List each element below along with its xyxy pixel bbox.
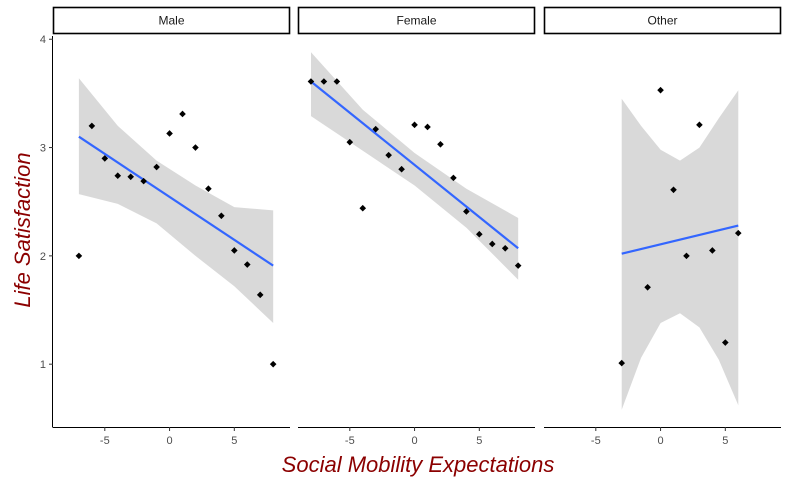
fit-line <box>621 224 739 255</box>
x-tick-label: 5 <box>722 435 728 447</box>
strip-label: Male <box>158 14 184 28</box>
x-tick-label: -5 <box>591 435 601 447</box>
data-point <box>179 110 186 118</box>
data-point <box>231 247 238 254</box>
data-point <box>476 230 483 238</box>
facet-panel-other: Other -5 0 5 <box>543 6 782 447</box>
data-point <box>398 165 405 173</box>
data-point <box>437 141 444 148</box>
y-tick-label: 3 <box>40 143 46 155</box>
data-point <box>88 122 96 130</box>
data-point <box>218 212 225 220</box>
data-point <box>450 174 457 182</box>
x-tick-label: -5 <box>100 435 110 447</box>
data-point <box>269 360 277 368</box>
data-point <box>153 163 160 171</box>
fit-line <box>310 80 519 250</box>
data-point <box>166 130 173 137</box>
y-tick-label: 4 <box>40 34 46 46</box>
x-tick-label: 0 <box>166 435 172 447</box>
data-point <box>140 177 147 185</box>
data-point <box>333 78 341 85</box>
data-point <box>307 78 315 85</box>
data-point <box>359 204 367 212</box>
data-point <box>463 208 470 215</box>
data-point <box>75 252 83 260</box>
data-point <box>683 252 690 260</box>
data-point <box>488 240 496 248</box>
facet-panel-male: Male -5 0 5 <box>52 6 291 447</box>
data-point <box>411 121 418 129</box>
y-axis: 1 2 3 4 <box>40 34 53 428</box>
strip-box <box>543 6 782 35</box>
data-point <box>114 172 122 180</box>
data-point <box>670 186 677 194</box>
data-point <box>644 283 651 291</box>
x-tick-label: 5 <box>476 435 482 447</box>
data-point <box>696 121 703 129</box>
strip-label: Other <box>647 14 677 28</box>
strip-box <box>297 6 536 35</box>
strip-box <box>52 6 291 35</box>
x-tick-label: 0 <box>657 435 663 447</box>
data-point <box>127 173 135 181</box>
data-point <box>320 78 328 85</box>
data-point <box>709 247 716 254</box>
y-axis-title: Life Satisfaction <box>10 152 35 307</box>
y-tick-label: 1 <box>40 359 46 371</box>
facet-panel-female: Female -5 0 5 <box>297 6 536 447</box>
data-point <box>657 86 664 94</box>
data-point <box>101 155 109 162</box>
data-point <box>514 262 522 269</box>
data-point <box>372 125 380 133</box>
data-point <box>424 123 431 131</box>
data-point <box>618 359 626 367</box>
strip-label: Female <box>396 14 436 28</box>
fit-line <box>78 135 274 267</box>
data-point <box>243 261 251 268</box>
data-point <box>734 229 742 237</box>
x-tick-label: -5 <box>345 435 355 447</box>
data-point <box>192 144 199 151</box>
data-point <box>256 291 264 299</box>
confidence-band <box>621 90 739 410</box>
data-point <box>501 244 509 252</box>
data-point <box>385 151 392 159</box>
data-point <box>346 138 354 146</box>
data-point <box>205 185 212 193</box>
x-tick-label: 5 <box>231 435 237 447</box>
data-point <box>722 339 729 346</box>
x-tick-label: 0 <box>411 435 417 447</box>
x-axis-title: Social Mobility Expectations <box>282 452 555 477</box>
panels-layer: Male -5 0 5 Female -5 0 5 Other -5 0 5 <box>52 6 782 447</box>
y-tick-label: 2 <box>40 251 46 263</box>
